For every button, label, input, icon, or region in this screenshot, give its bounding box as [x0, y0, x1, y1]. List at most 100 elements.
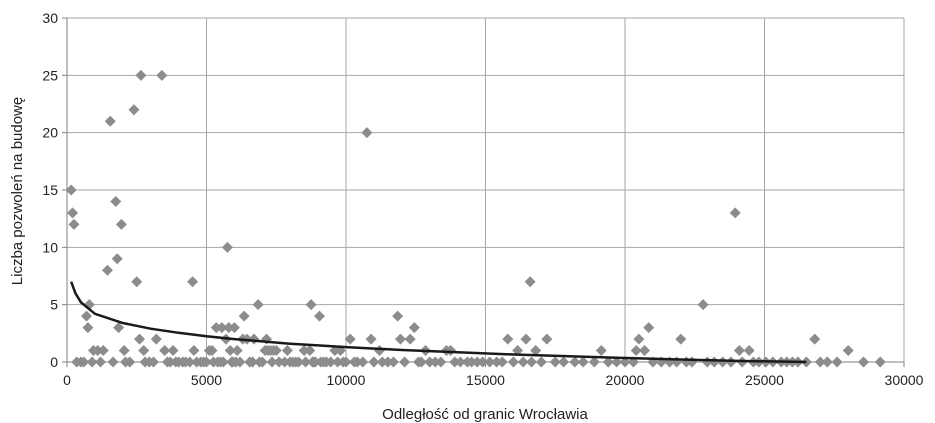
data-point	[633, 333, 645, 345]
data-point	[281, 345, 293, 357]
y-tick-label: 20	[42, 125, 58, 141]
data-point	[223, 322, 235, 334]
data-points	[65, 69, 886, 368]
data-point	[273, 356, 285, 368]
data-point	[298, 345, 310, 357]
data-point	[512, 345, 524, 357]
data-point	[821, 356, 833, 368]
data-point	[216, 322, 228, 334]
data-point	[231, 345, 243, 357]
data-point	[558, 356, 570, 368]
data-point	[111, 253, 123, 265]
data-point	[325, 356, 337, 368]
data-point	[159, 345, 171, 357]
data-point	[376, 356, 388, 368]
data-point	[115, 218, 127, 230]
data-point	[270, 345, 282, 357]
data-point	[858, 356, 870, 368]
data-point	[201, 356, 212, 368]
data-point	[210, 322, 222, 334]
data-point	[404, 333, 416, 345]
data-point	[520, 333, 532, 345]
data-point	[279, 356, 291, 368]
x-tick-label: 0	[63, 372, 71, 388]
data-point	[365, 333, 377, 345]
data-point	[361, 127, 373, 139]
data-point	[454, 356, 466, 368]
data-point	[238, 310, 250, 322]
y-tick-label: 15	[42, 182, 58, 198]
data-point	[206, 345, 218, 357]
data-point	[809, 333, 821, 345]
data-point	[408, 322, 420, 334]
data-point	[94, 356, 106, 368]
data-point	[309, 356, 321, 368]
data-point	[150, 333, 162, 345]
data-point	[101, 264, 113, 276]
data-point	[831, 356, 843, 368]
data-point	[247, 356, 259, 368]
data-point	[874, 356, 886, 368]
x-tick-label: 5000	[191, 372, 222, 388]
data-point	[639, 345, 651, 357]
data-point	[266, 356, 278, 368]
data-point	[104, 115, 116, 127]
data-point	[602, 356, 614, 368]
data-point	[368, 356, 380, 368]
data-point	[814, 356, 826, 368]
data-point	[517, 356, 529, 368]
data-point	[491, 356, 503, 368]
data-point	[686, 356, 698, 368]
data-point	[477, 356, 489, 368]
data-point	[65, 184, 77, 196]
data-point	[134, 333, 146, 345]
data-point	[743, 345, 755, 357]
data-point	[184, 356, 196, 368]
data-point	[131, 276, 143, 288]
data-point	[107, 356, 119, 368]
data-point	[733, 345, 745, 357]
data-point	[588, 356, 600, 368]
x-tick-label: 20000	[606, 372, 645, 388]
data-point	[221, 241, 233, 253]
data-point	[530, 345, 542, 357]
data-point	[373, 345, 385, 357]
data-point	[351, 356, 363, 368]
y-tick-label: 0	[50, 354, 58, 370]
data-point	[697, 299, 709, 311]
data-point	[435, 356, 447, 368]
data-point	[187, 276, 199, 288]
data-point	[81, 310, 93, 322]
data-point	[429, 356, 441, 368]
data-point	[113, 322, 125, 334]
y-tick-label: 30	[42, 10, 58, 26]
data-point	[118, 345, 130, 357]
x-tick-label: 30000	[885, 372, 924, 388]
data-point	[424, 356, 436, 368]
data-point	[293, 356, 305, 368]
gridlines	[67, 17, 905, 362]
data-point	[156, 69, 168, 81]
data-point	[484, 356, 496, 368]
data-point	[256, 356, 268, 368]
data-point	[332, 356, 344, 368]
data-point	[595, 345, 607, 357]
data-point	[82, 322, 94, 334]
data-point	[138, 345, 150, 357]
data-point	[188, 345, 200, 357]
data-point	[577, 356, 589, 368]
data-point	[382, 356, 394, 368]
data-point	[67, 207, 79, 219]
data-point	[502, 333, 514, 345]
data-point	[300, 356, 312, 368]
y-tick-label: 10	[42, 239, 58, 255]
data-point	[248, 333, 260, 345]
data-point	[164, 356, 176, 368]
trend-line	[70, 281, 807, 364]
data-point	[313, 310, 325, 322]
data-point	[729, 207, 741, 219]
data-point	[228, 322, 240, 334]
data-point	[68, 218, 80, 230]
data-point	[415, 356, 427, 368]
data-point	[842, 345, 854, 357]
